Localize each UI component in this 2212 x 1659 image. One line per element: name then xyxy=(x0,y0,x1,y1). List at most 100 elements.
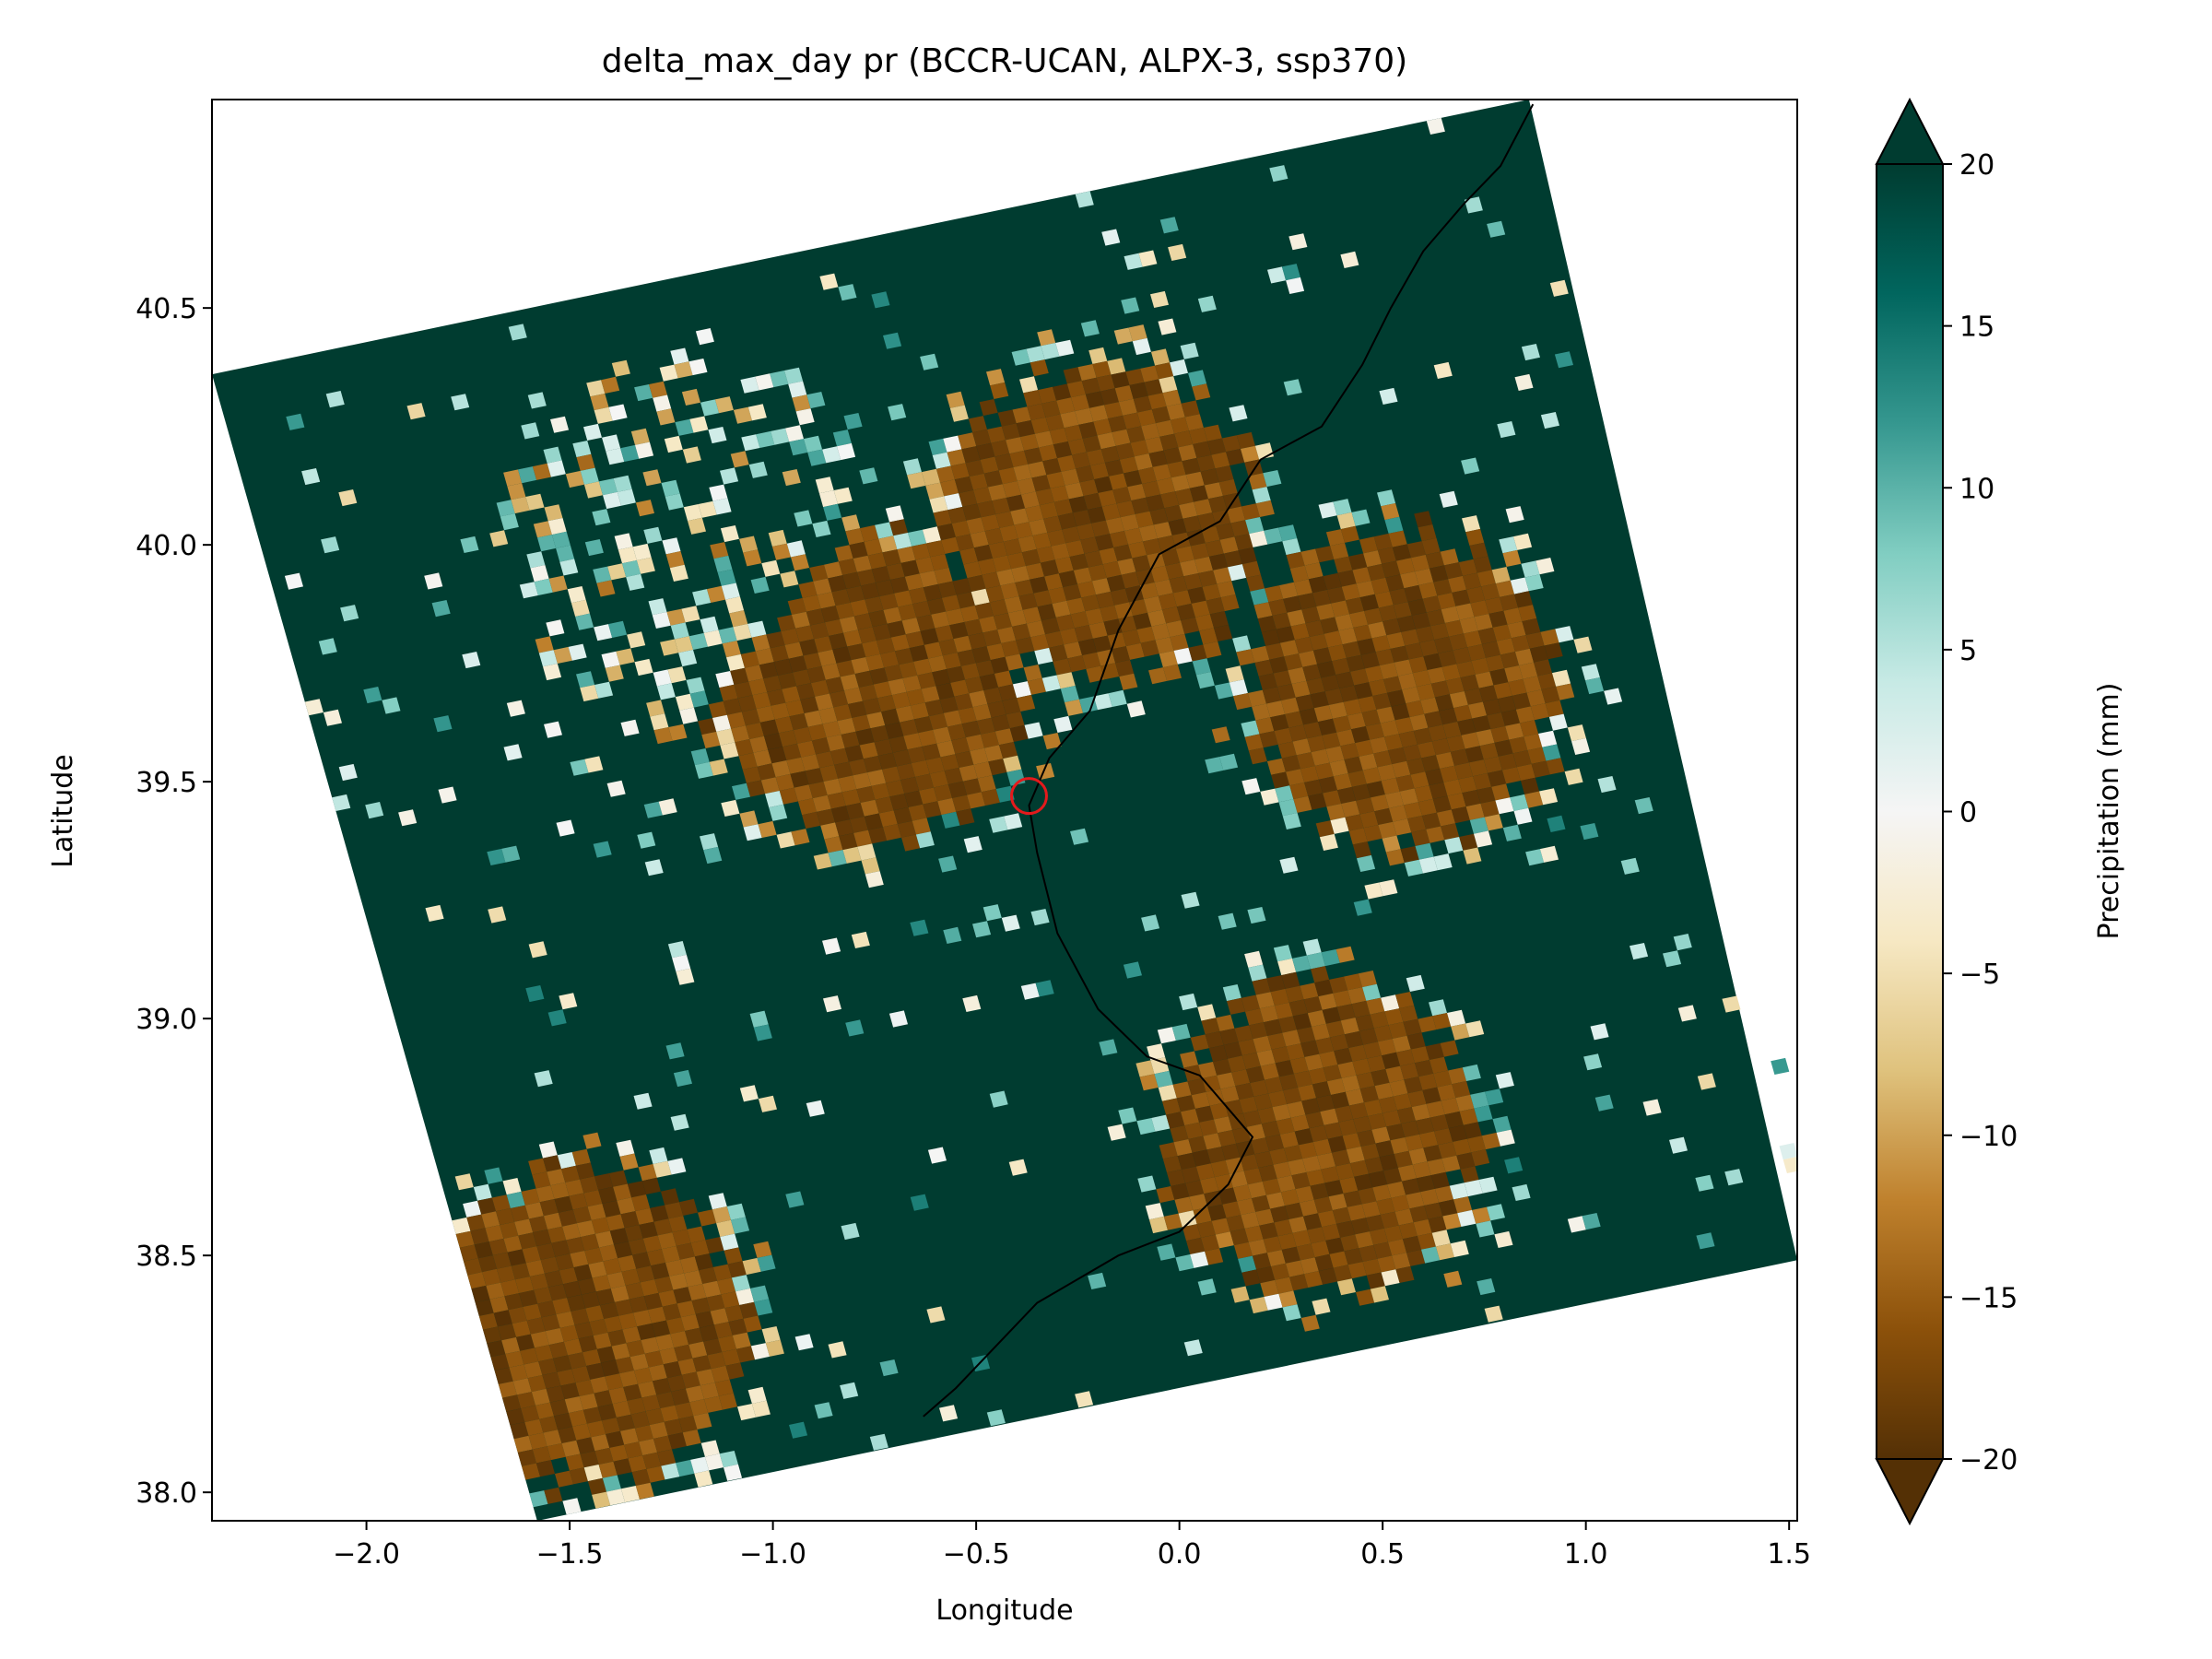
grid-cell xyxy=(679,707,699,724)
grid-cell xyxy=(532,1446,551,1464)
grid-cell xyxy=(1379,387,1398,405)
grid-cell xyxy=(1352,1058,1371,1076)
grid-cell xyxy=(1366,997,1385,1015)
grid-cell xyxy=(1394,717,1414,735)
grid-cell xyxy=(973,487,993,504)
grid-cell xyxy=(1111,646,1130,664)
grid-cell xyxy=(711,1365,730,1382)
grid-cell xyxy=(1581,664,1600,681)
grid-cell xyxy=(532,1171,551,1189)
grid-cell xyxy=(633,1367,653,1384)
grid-cell xyxy=(635,1482,654,1500)
grid-cell xyxy=(1321,675,1340,692)
grid-cell xyxy=(878,535,898,553)
grid-cell xyxy=(582,1132,602,1149)
grid-cell xyxy=(522,1246,541,1264)
grid-cell xyxy=(804,710,823,727)
grid-cell xyxy=(323,709,342,726)
grid-cell xyxy=(1334,1048,1353,1065)
grid-cell xyxy=(1783,1156,1797,1173)
grid-cell xyxy=(1425,1042,1444,1060)
grid-cell xyxy=(1524,734,1543,751)
grid-cell xyxy=(672,1229,691,1246)
grid-cell xyxy=(1493,682,1512,700)
grid-cell xyxy=(1421,755,1441,772)
grid-cell xyxy=(1013,464,1032,481)
grid-cell xyxy=(1017,477,1036,495)
grid-cell xyxy=(1168,518,1187,535)
grid-cell xyxy=(689,416,709,433)
grid-cell xyxy=(641,1177,661,1194)
grid-cell xyxy=(513,1435,533,1453)
grid-cell xyxy=(1292,955,1311,972)
grid-cell xyxy=(924,700,944,717)
grid-cell xyxy=(1159,1142,1178,1159)
grid-cell xyxy=(1297,1027,1316,1044)
grid-cell xyxy=(1490,725,1510,743)
grid-cell xyxy=(1338,1119,1358,1136)
grid-cell xyxy=(1505,723,1524,740)
grid-cell xyxy=(1109,473,1128,490)
grid-cell xyxy=(1489,668,1509,686)
grid-cell xyxy=(1417,1232,1436,1250)
grid-cell xyxy=(1447,793,1466,810)
grid-cell xyxy=(1389,588,1408,606)
grid-cell xyxy=(665,1259,685,1277)
grid-cell xyxy=(660,639,679,656)
grid-cell xyxy=(653,669,672,687)
grid-cell xyxy=(1085,391,1104,408)
grid-cell xyxy=(1463,847,1482,865)
grid-cell xyxy=(502,1394,522,1412)
grid-cell xyxy=(678,650,698,667)
grid-cell xyxy=(873,681,892,699)
grid-cell xyxy=(1422,1087,1441,1104)
grid-cell xyxy=(688,359,708,376)
grid-cell xyxy=(1415,1117,1434,1135)
grid-cell xyxy=(889,794,909,811)
grid-cell xyxy=(1293,579,1312,596)
grid-cell xyxy=(1039,444,1058,462)
grid-cell xyxy=(747,404,767,421)
grid-cell xyxy=(1349,1102,1369,1120)
grid-cell xyxy=(661,479,680,497)
grid-cell xyxy=(1145,1203,1164,1220)
grid-cell xyxy=(937,581,957,598)
grid-cell xyxy=(1388,1021,1407,1039)
grid-cell xyxy=(1344,973,1363,991)
grid-cell xyxy=(431,600,451,618)
grid-cell xyxy=(620,1211,640,1229)
grid-cell xyxy=(1381,994,1400,1012)
grid-cell xyxy=(559,993,578,1010)
grid-cell xyxy=(1348,553,1368,571)
grid-cell xyxy=(993,555,1012,572)
grid-cell xyxy=(867,769,887,786)
grid-cell xyxy=(1266,700,1286,718)
grid-cell xyxy=(1169,576,1188,594)
grid-cell xyxy=(875,522,894,539)
grid-cell xyxy=(929,496,948,513)
grid-cell xyxy=(1373,1025,1393,1042)
grid-cell xyxy=(957,649,976,666)
grid-cell xyxy=(739,810,759,828)
grid-cell xyxy=(519,1289,538,1307)
grid-cell xyxy=(1383,734,1403,751)
grid-cell xyxy=(1191,1091,1210,1109)
grid-cell xyxy=(524,1202,544,1219)
grid-cell xyxy=(580,1176,599,1194)
grid-cell xyxy=(1413,727,1432,745)
grid-cell xyxy=(1531,760,1550,778)
colorbar-gradient xyxy=(1876,163,1944,1460)
grid-cell xyxy=(1527,747,1547,764)
grid-cell xyxy=(730,667,749,685)
grid-cell xyxy=(1146,494,1165,512)
grid-cell xyxy=(1276,626,1295,643)
grid-cell xyxy=(1192,383,1211,401)
grid-cell xyxy=(1346,654,1365,672)
grid-cell xyxy=(537,535,557,552)
grid-cell xyxy=(1390,645,1409,663)
grid-cell xyxy=(684,1270,703,1288)
grid-cell xyxy=(1251,645,1270,663)
grid-cell xyxy=(857,627,877,644)
x-axis-label: Longitude xyxy=(935,1594,1073,1627)
grid-cell xyxy=(1016,637,1035,654)
